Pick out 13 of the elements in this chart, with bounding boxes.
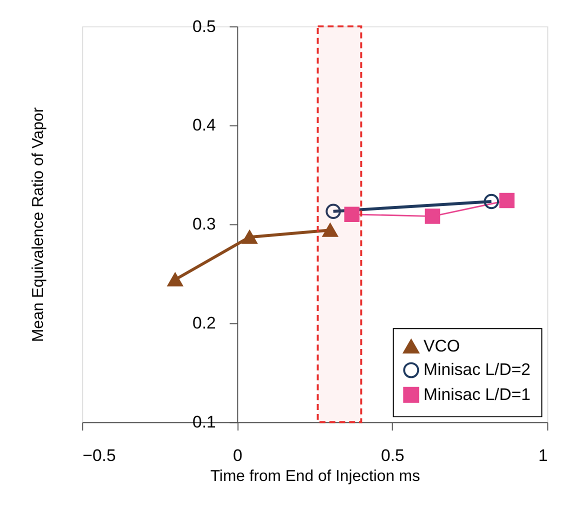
y-tick-label: 0.4 (192, 116, 216, 135)
legend-label: Minisac L/D=1 (424, 384, 531, 404)
x-tick-label: 1 (538, 446, 548, 466)
y-tick-label: 0.5 (192, 16, 216, 36)
x-axis-title: Time from End of Injection ms (210, 468, 420, 486)
y-tick-label: 0.2 (192, 314, 216, 333)
x-tick-label: 0.5 (381, 446, 404, 466)
legend-label: Minisac L/D=2 (424, 360, 531, 380)
y-axis-title: Mean Equivalence Ratio of Vapor (30, 106, 48, 342)
x-tick-label: −0.5 (82, 446, 116, 466)
legend-label: VCO (424, 336, 460, 356)
x-tick-label: 0 (232, 446, 242, 466)
y-tick-label: 0.3 (192, 214, 216, 234)
